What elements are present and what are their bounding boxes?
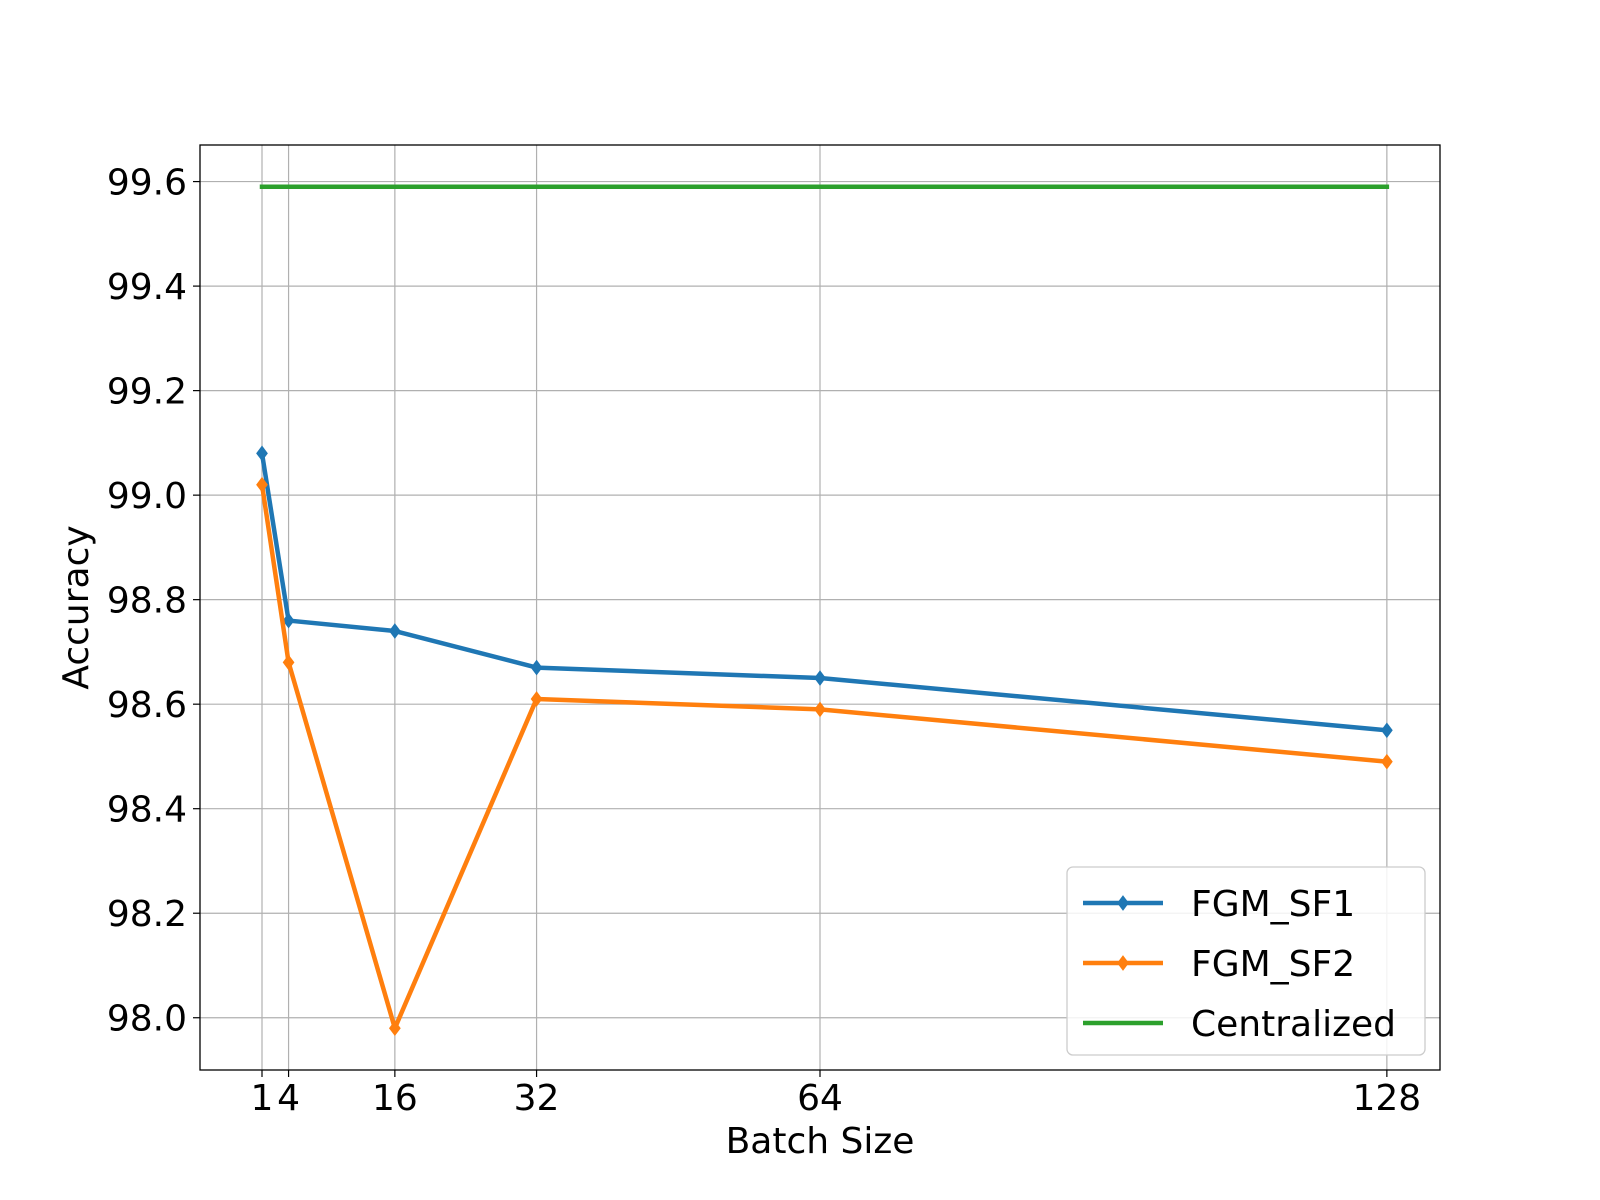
x-tick-label: 64 xyxy=(797,1078,843,1119)
x-tick-label: 16 xyxy=(372,1078,418,1119)
y-tick-label: 99.0 xyxy=(107,476,187,517)
axis-ticks: 1 4 16 32 64 128 98.0 98.2 98.4 98.6 98.8 99.0 99.2 9… xyxy=(107,163,1421,1119)
legend-box xyxy=(1066,866,1426,1056)
series-layer xyxy=(256,184,1393,1037)
legend-label: FGM_SF2 xyxy=(1191,944,1355,985)
y-tick-label: 98.8 xyxy=(107,581,187,622)
data-point-marker xyxy=(530,659,543,676)
legend-label: FGM_SF1 xyxy=(1191,884,1355,925)
grid xyxy=(200,145,1440,1070)
series-line xyxy=(259,450,1390,733)
legend: FGM_SF1 FGM_SF2 Centralized xyxy=(1066,866,1426,1056)
data-point-marker xyxy=(282,654,295,671)
data-point-marker xyxy=(1380,722,1393,739)
legend-item: FGM_SF1 xyxy=(1083,884,1355,925)
x-tick-label: 1 xyxy=(251,1078,274,1119)
x-axis-title: Batch Size xyxy=(726,1121,915,1162)
x-tick-label: 128 xyxy=(1352,1078,1421,1119)
data-point-marker xyxy=(1117,955,1129,971)
data-point-marker xyxy=(282,612,295,629)
data-point-marker xyxy=(256,476,268,493)
data-point-marker xyxy=(814,701,826,718)
y-tick-label: 98.4 xyxy=(107,790,187,831)
data-point-marker xyxy=(388,623,401,639)
y-tick-label: 99.6 xyxy=(107,163,187,204)
y-tick-label: 98.6 xyxy=(107,685,187,726)
legend-item: FGM_SF2 xyxy=(1083,944,1355,985)
data-point-marker xyxy=(1117,895,1129,911)
data-point-marker xyxy=(814,670,826,686)
series-fgm-sf1 xyxy=(256,445,1393,739)
y-tick-label: 99.4 xyxy=(107,267,187,308)
series-line xyxy=(259,482,1390,1031)
legend-item: Centralized xyxy=(1083,1004,1396,1045)
legend-label: Centralized xyxy=(1191,1004,1396,1045)
y-tick-label: 98.0 xyxy=(107,999,187,1040)
x-tick-label: 4 xyxy=(277,1078,300,1119)
data-point-marker xyxy=(530,691,543,707)
data-point-marker xyxy=(256,445,268,462)
y-tick-label: 98.2 xyxy=(107,894,187,935)
x-tick-label: 32 xyxy=(514,1078,560,1119)
series-fgm-sf2 xyxy=(256,476,1393,1037)
y-axis-title: Accuracy xyxy=(56,525,97,689)
data-point-marker xyxy=(388,1020,401,1037)
data-point-marker xyxy=(1380,753,1393,770)
y-tick-label: 99.2 xyxy=(107,372,187,413)
